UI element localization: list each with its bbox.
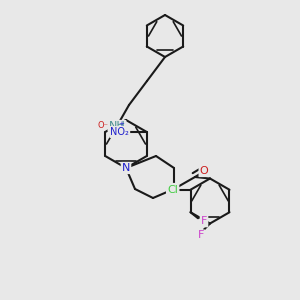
Text: O⁻: O⁻ [98, 122, 109, 130]
Text: F: F [198, 230, 204, 241]
Text: O: O [200, 166, 208, 176]
Text: Cl: Cl [167, 185, 178, 195]
Text: F: F [201, 216, 207, 226]
Text: N: N [122, 163, 130, 173]
Text: NH: NH [109, 121, 125, 131]
Text: N: N [170, 184, 178, 194]
Text: NO₂: NO₂ [110, 127, 129, 137]
Text: +: + [118, 122, 124, 128]
